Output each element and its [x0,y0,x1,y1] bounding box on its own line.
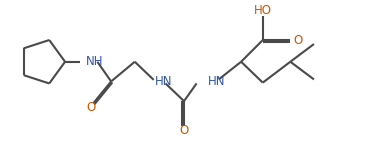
Text: O: O [179,124,189,137]
Text: HN: HN [208,75,225,88]
Text: HO: HO [254,4,272,17]
Text: NH: NH [85,55,103,68]
Text: HN: HN [155,75,172,88]
Text: O: O [294,34,303,47]
Text: O: O [87,101,96,114]
